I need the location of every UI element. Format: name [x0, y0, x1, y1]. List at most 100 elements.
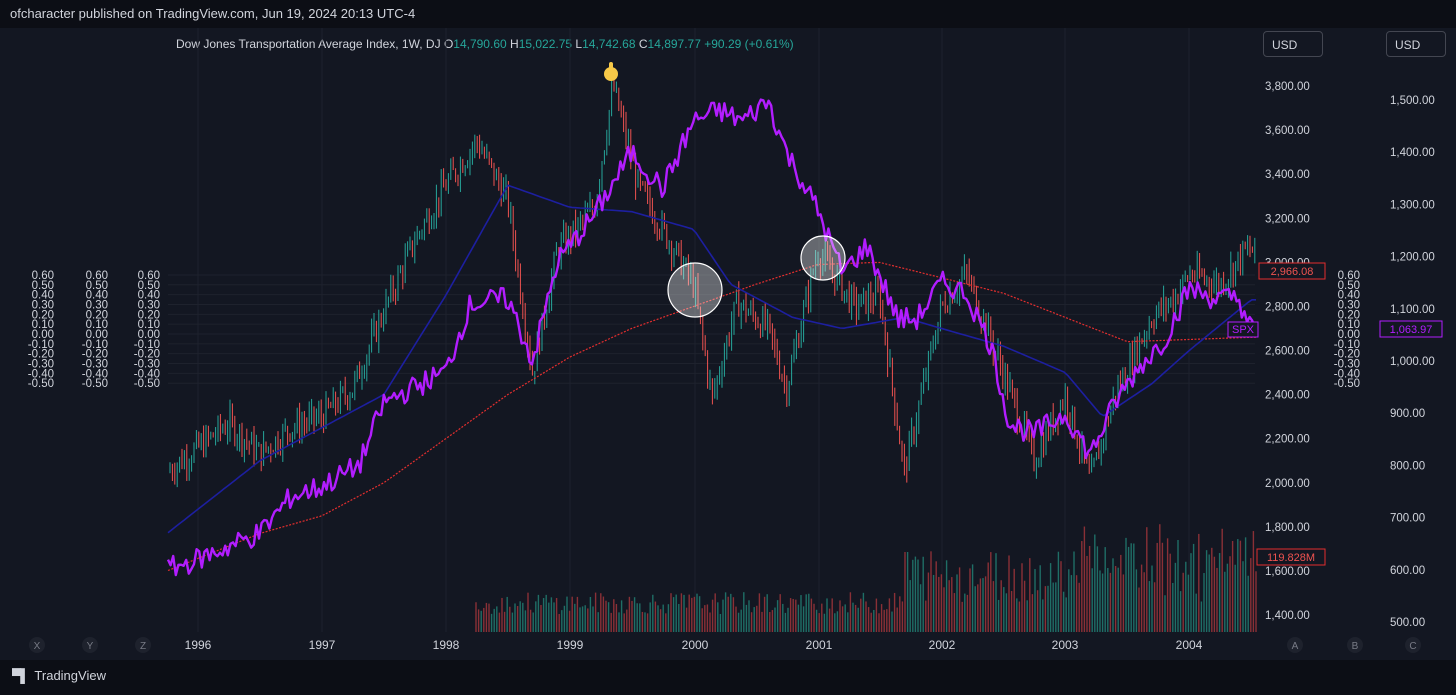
- left-axis: 0.60 0.60 0.600.50 0.50 0.500.40 0.40 0.400.30…: [28, 270, 160, 390]
- button-z[interactable]: Z: [140, 641, 146, 652]
- legend-h-label: H: [510, 37, 519, 51]
- djt-axis-label: 3,800.00: [1265, 81, 1310, 93]
- mid-axis: 0.600.500.400.300.200.100.00-0.10-0.20-0…: [1334, 270, 1360, 390]
- left-axis-label: 0.50: [32, 280, 54, 292]
- x-axis-label: 2000: [682, 638, 709, 652]
- left-axis-label: 0.50: [86, 280, 108, 292]
- left-axis-label: 0.40: [138, 290, 160, 302]
- mid-axis-label: 0.40: [1338, 290, 1360, 302]
- left-axis-label: 0.40: [32, 290, 54, 302]
- left-axis-label: 0.60: [138, 270, 160, 282]
- spx-axis-label: 800.00: [1390, 460, 1425, 472]
- legend-c-label: C: [638, 37, 648, 51]
- x-axis-label: 1996: [185, 638, 212, 652]
- currency-button-2[interactable]: USD: [1386, 31, 1446, 57]
- x-axis-label: 2001: [806, 638, 833, 652]
- left-axis-label: -0.20: [82, 349, 108, 361]
- button-b[interactable]: B: [1352, 641, 1359, 652]
- button-y[interactable]: Y: [87, 641, 94, 652]
- left-axis-label: 0.20: [32, 309, 54, 321]
- tradingview-logo-icon: ▀▌: [12, 668, 29, 683]
- tradingview-brand[interactable]: ▀▌ TradingView: [12, 668, 106, 683]
- djt-axis-label: 3,400.00: [1265, 169, 1310, 181]
- left-axis-label: 0.10: [138, 319, 160, 331]
- price-tag-volume-text: 119.828M: [1267, 552, 1315, 564]
- price-tag-djt-ma-text: 2,966.08: [1271, 266, 1314, 278]
- legend-name: Dow Jones Transportation Average Index, …: [176, 37, 441, 51]
- mid-axis-label: 0.20: [1338, 309, 1360, 321]
- djt-axis: 3,800.003,600.003,400.003,200.003,000.00…: [1265, 81, 1310, 622]
- left-axis-label: 0.60: [32, 270, 54, 282]
- left-axis-label: 0.00: [138, 329, 160, 341]
- mid-axis-label: 0.30: [1338, 299, 1360, 311]
- left-axis-label: 0.20: [138, 309, 160, 321]
- spx-axis: 1,500.00 1,400.00 1,300.00 1,200.00 1,100.00…: [1390, 95, 1435, 629]
- legend-low: 14,742.68: [582, 37, 636, 51]
- left-axis-label: 0.60: [86, 270, 108, 282]
- price-tag-djt-ma: 2,966.08: [1258, 262, 1326, 280]
- button-x[interactable]: X: [34, 641, 41, 652]
- corner-buttons: X Y Z A B C: [29, 637, 1421, 653]
- mid-axis-label: 0.60: [1338, 270, 1360, 282]
- spx-axis-label: 900.00: [1390, 408, 1425, 420]
- header-bar: ofcharacter published on TradingView.com…: [0, 0, 1456, 28]
- mid-axis-label: 0.10: [1338, 319, 1360, 331]
- spx-axis-label: 1,400.00: [1390, 147, 1435, 159]
- left-axis-label: 0.50: [138, 280, 160, 292]
- highlight-circle-2000: [667, 262, 723, 318]
- djt-axis-label: 1,800.00: [1265, 522, 1310, 534]
- mid-axis-label: -0.20: [1334, 349, 1360, 361]
- legend-l-label: L: [575, 37, 583, 51]
- chart-legend: Dow Jones Transportation Average Index, …: [176, 37, 794, 51]
- legend-o-label: O: [443, 37, 454, 51]
- price-tag-spx-name: SPX: [1227, 321, 1259, 338]
- price-tag-volume: 119.828M: [1256, 548, 1326, 566]
- pointing-hand-icon: [604, 62, 618, 81]
- header-text: ofcharacter published on TradingView.com…: [10, 6, 416, 21]
- djt-axis-label: 3,200.00: [1265, 213, 1310, 225]
- volume-bars: [475, 524, 1257, 632]
- grid-lines: [168, 28, 1255, 632]
- legend-close: 14,897.77: [647, 37, 701, 51]
- left-axis-label: -0.50: [28, 378, 54, 390]
- x-axis-label: 1999: [557, 638, 584, 652]
- left-axis-label: 0.30: [32, 299, 54, 311]
- left-axis-label: -0.30: [134, 359, 160, 371]
- left-axis-label: -0.20: [134, 349, 160, 361]
- price-tag-spx-name-text: SPX: [1232, 324, 1255, 336]
- x-axis: 1996 1997 1998 1999 2000 2001 2002 2003 2004: [185, 638, 1203, 652]
- price-tag-spx-text: 1,063.97: [1390, 324, 1433, 336]
- legend-open: 14,790.60: [453, 37, 507, 51]
- legend-change: +90.29 (+0.61%): [704, 37, 794, 51]
- left-axis-label: -0.50: [82, 378, 108, 390]
- left-axis-label: -0.30: [28, 359, 54, 371]
- djt-price-bars: [169, 73, 1256, 488]
- button-a[interactable]: A: [1292, 641, 1299, 652]
- chart-canvas[interactable]: 0.60 0.60 0.600.50 0.50 0.500.40 0.40 0.400.30…: [0, 28, 1456, 660]
- mid-axis-label: -0.10: [1334, 339, 1360, 351]
- djt-axis-label: 2,000.00: [1265, 478, 1310, 490]
- left-axis-label: -0.40: [82, 368, 108, 380]
- spx-line: [166, 98, 1256, 577]
- djt-axis-label: 2,200.00: [1265, 434, 1310, 446]
- mid-axis-label: -0.40: [1334, 368, 1360, 380]
- ma-blue-line: [167, 184, 1256, 534]
- djt-axis-label: 3,600.00: [1265, 125, 1310, 137]
- djt-axis-label: 2,600.00: [1265, 346, 1310, 358]
- x-axis-label: 2002: [929, 638, 956, 652]
- left-axis-label: -0.30: [82, 359, 108, 371]
- spx-axis-label: 500.00: [1390, 617, 1425, 629]
- left-axis-label: 0.10: [32, 319, 54, 331]
- footer-bar: ▀▌ TradingView: [0, 660, 1456, 695]
- left-axis-label: 0.20: [86, 309, 108, 321]
- spx-axis-label: 1,200.00: [1390, 252, 1435, 264]
- mid-axis-label: 0.00: [1338, 329, 1360, 341]
- spx-axis-label: 700.00: [1390, 513, 1425, 525]
- left-axis-label: 0.30: [138, 299, 160, 311]
- spx-axis-label: 1,500.00: [1390, 95, 1435, 107]
- currency-button-1[interactable]: USD: [1263, 31, 1323, 57]
- left-axis-label: 0.10: [86, 319, 108, 331]
- spx-axis-label: 1,000.00: [1390, 356, 1435, 368]
- left-axis-label: 0.30: [86, 299, 108, 311]
- button-c[interactable]: C: [1409, 641, 1416, 652]
